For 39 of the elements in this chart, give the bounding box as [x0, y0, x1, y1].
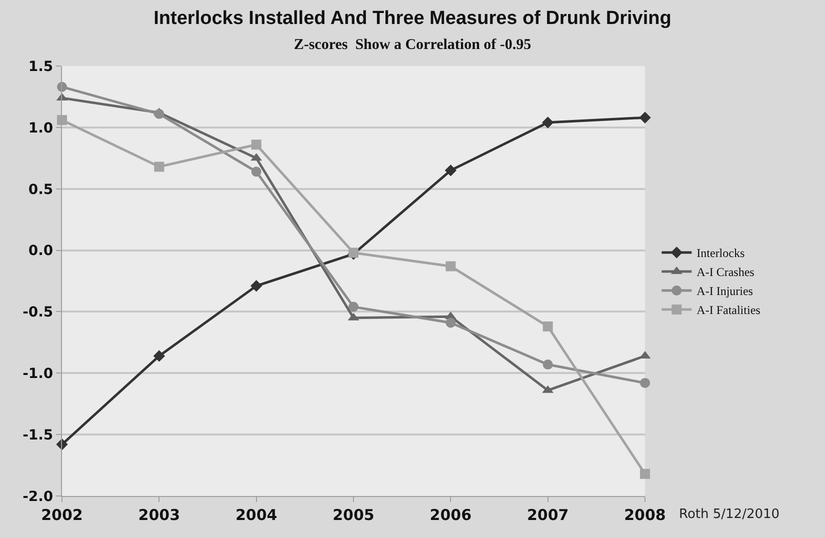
x-tick-label: 2003	[138, 506, 180, 524]
y-tick-label: -2.0	[22, 488, 54, 505]
point	[251, 140, 262, 150]
point	[251, 166, 262, 177]
point	[250, 280, 262, 292]
y-tick-label: 0.0	[28, 243, 54, 260]
point	[542, 116, 554, 128]
x-tick-label: 2008	[624, 506, 666, 524]
point	[154, 108, 164, 119]
y-tick-label: -1.5	[22, 427, 54, 444]
point	[154, 162, 164, 172]
y-tick-label: 1.0	[28, 120, 54, 136]
x-tick-label: 2002	[41, 506, 83, 524]
y-tick-label: -0.5	[22, 304, 54, 321]
x-tick-label: 2006	[430, 506, 472, 524]
x-tick-label: 2005	[332, 506, 374, 524]
legend-label: A-I Fatalities	[696, 303, 761, 318]
point	[640, 468, 650, 479]
legend-label: A-I Crashes	[696, 265, 755, 280]
point	[57, 115, 67, 126]
y-tick-label: 0.5	[28, 182, 54, 198]
y-tick-label: -1.0	[22, 366, 54, 382]
point	[640, 378, 650, 388]
point	[446, 318, 456, 328]
text: Roth 5/12/2010	[679, 507, 780, 522]
point	[348, 302, 358, 312]
point	[446, 261, 456, 272]
legend-label: Interlocks	[696, 246, 745, 260]
legend-label: A-I Injuries	[696, 284, 754, 298]
x-tick-label: 2007	[526, 506, 569, 524]
point	[639, 112, 651, 124]
y-tick-label: 1.5	[28, 58, 54, 75]
point	[444, 164, 457, 176]
point	[542, 321, 553, 332]
point	[542, 360, 553, 370]
chart-subtitle: Z-scores Show a Correlation of -0.95	[294, 36, 532, 53]
point	[153, 350, 166, 362]
x-tick-label: 2004	[235, 506, 278, 524]
chart-title: Interlocks Installed And Three Measures of Drunk Driving	[154, 8, 672, 30]
